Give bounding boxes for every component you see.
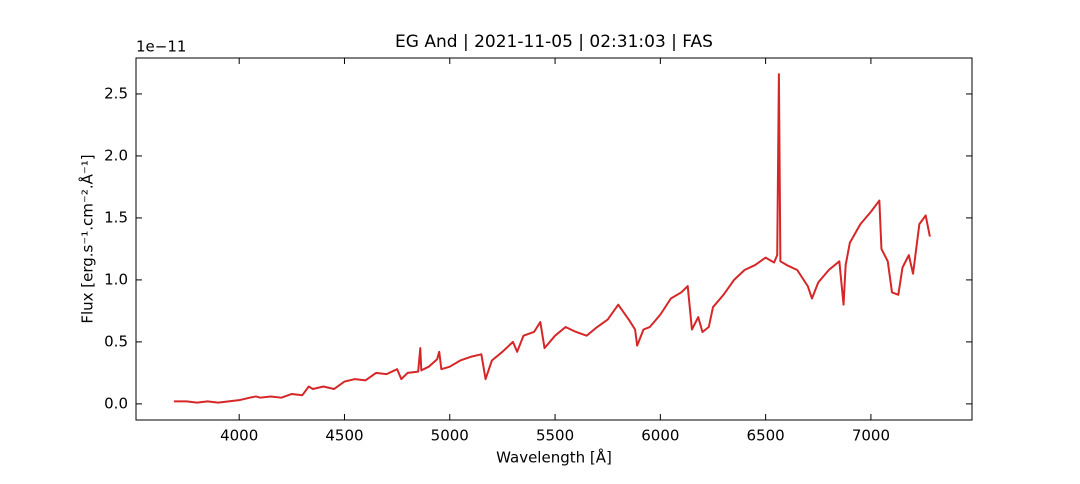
y-tick-label: 2.0 xyxy=(104,146,128,164)
x-tick-label: 7000 xyxy=(852,427,890,445)
x-tick-label: 5500 xyxy=(536,427,574,445)
x-tick-label: 6000 xyxy=(641,427,679,445)
chart-title: EG And | 2021-11-05 | 02:31:03 | FAS xyxy=(395,32,713,52)
y-tick-label: 2.5 xyxy=(104,84,128,102)
y-offset-label: 1e−11 xyxy=(136,38,186,56)
x-axis-label: Wavelength [Å] xyxy=(496,448,612,467)
y-tick-label: 0.5 xyxy=(104,332,128,350)
spectrum-line xyxy=(173,73,931,404)
y-tick-label: 1.0 xyxy=(104,270,128,288)
y-tick-label: 1.5 xyxy=(104,208,128,226)
plot-frame xyxy=(135,57,973,421)
x-tick-label: 6500 xyxy=(747,427,785,445)
y-tick-label: 0.0 xyxy=(104,394,128,412)
y-axis-label: Flux [erg.s⁻¹.cm⁻².Å⁻¹] xyxy=(78,154,97,323)
x-tick-label: 4500 xyxy=(325,427,363,445)
x-tick-label: 5000 xyxy=(431,427,469,445)
x-tick-label: 4000 xyxy=(220,427,258,445)
